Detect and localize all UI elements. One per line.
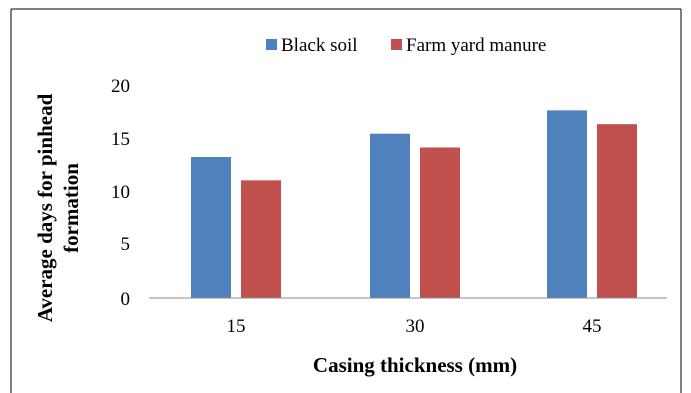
y-ticks: 0 5 10 15 20 bbox=[111, 76, 130, 310]
y-tick-label: 15 bbox=[111, 129, 130, 150]
bar-farm-yard-manure-45 bbox=[597, 124, 637, 298]
x-axis-title: Casing thickness (mm) bbox=[313, 353, 517, 377]
bar-black-soil-15 bbox=[191, 157, 231, 298]
y-tick-label: 0 bbox=[121, 289, 131, 310]
y-axis-title-line2: formation bbox=[59, 163, 83, 253]
legend-label-farm-yard-manure: Farm yard manure bbox=[406, 35, 546, 56]
y-tick-label: 20 bbox=[111, 76, 130, 97]
y-axis-title-line1: Average days for pinhead bbox=[33, 93, 57, 322]
legend-label-black-soil: Black soil bbox=[281, 35, 358, 56]
bar-farm-yard-manure-15 bbox=[241, 180, 281, 298]
legend-swatch-farm-yard-manure bbox=[391, 39, 402, 50]
x-tick-label: 15 bbox=[227, 316, 246, 337]
x-ticks: 15 30 45 bbox=[227, 316, 602, 337]
x-tick-label: 30 bbox=[406, 316, 425, 337]
y-tick-label: 5 bbox=[121, 234, 131, 255]
bar-black-soil-30 bbox=[370, 133, 410, 298]
legend: Black soil Farm yard manure bbox=[266, 35, 546, 56]
y-tick-label: 10 bbox=[111, 182, 130, 203]
bar-black-soil-45 bbox=[547, 110, 587, 298]
x-tick-label: 45 bbox=[583, 316, 602, 337]
y-axis-title: Average days for pinhead formation bbox=[33, 93, 83, 322]
legend-swatch-black-soil bbox=[266, 39, 277, 50]
bar-farm-yard-manure-30 bbox=[420, 147, 460, 298]
